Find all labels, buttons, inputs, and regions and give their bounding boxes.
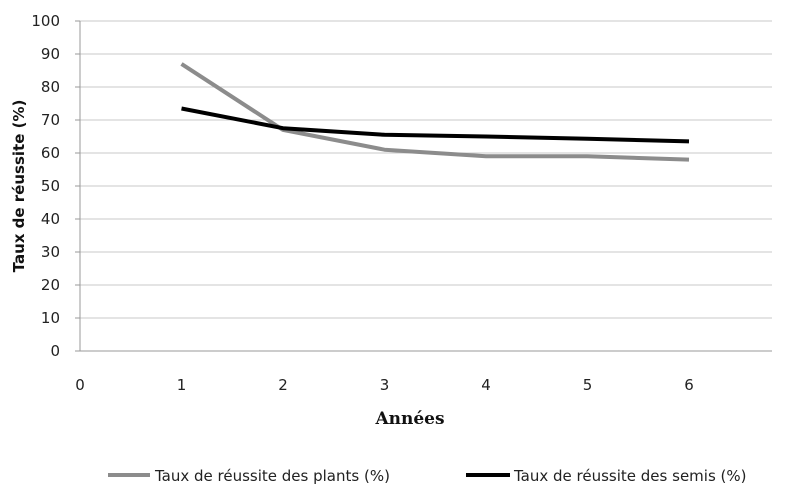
- series-line-semis: [181, 106, 690, 144]
- y-tick-label: 70: [41, 111, 60, 129]
- x-axis-title: Années: [374, 409, 444, 429]
- legend-label-semis: Taux de réussite des semis (%): [513, 467, 747, 485]
- x-tick-labels: 0 1 2 3 4 5 6: [75, 376, 694, 394]
- y-tick-label: 50: [41, 177, 60, 195]
- y-tick-labels: 0 10 20 30 40 50 60 70 80 90 100: [31, 12, 80, 360]
- legend: Taux de réussite des plants (%) Taux de …: [108, 467, 747, 485]
- y-tick-label: 30: [41, 243, 60, 261]
- x-tick-label: 1: [177, 376, 187, 394]
- legend-label-plants: Taux de réussite des plants (%): [154, 467, 390, 485]
- y-tick-label: 40: [41, 210, 60, 228]
- y-axis-title: Taux de réussite (%): [10, 100, 28, 273]
- x-tick-label: 2: [278, 376, 288, 394]
- y-tick-label: 10: [41, 309, 60, 327]
- x-tick-label: 0: [75, 376, 85, 394]
- series-line-plants: [180, 62, 690, 162]
- y-tick-label: 0: [50, 342, 60, 360]
- y-tick-label: 80: [41, 78, 60, 96]
- x-tick-label: 6: [684, 376, 694, 394]
- series-lines: [180, 62, 690, 162]
- x-tick-label: 4: [481, 376, 491, 394]
- y-tick-label: 100: [31, 12, 60, 30]
- x-tick-label: 3: [380, 376, 390, 394]
- y-tick-label: 90: [41, 45, 60, 63]
- y-tick-label: 60: [41, 144, 60, 162]
- x-tick-label: 5: [583, 376, 593, 394]
- y-tick-label: 20: [41, 276, 60, 294]
